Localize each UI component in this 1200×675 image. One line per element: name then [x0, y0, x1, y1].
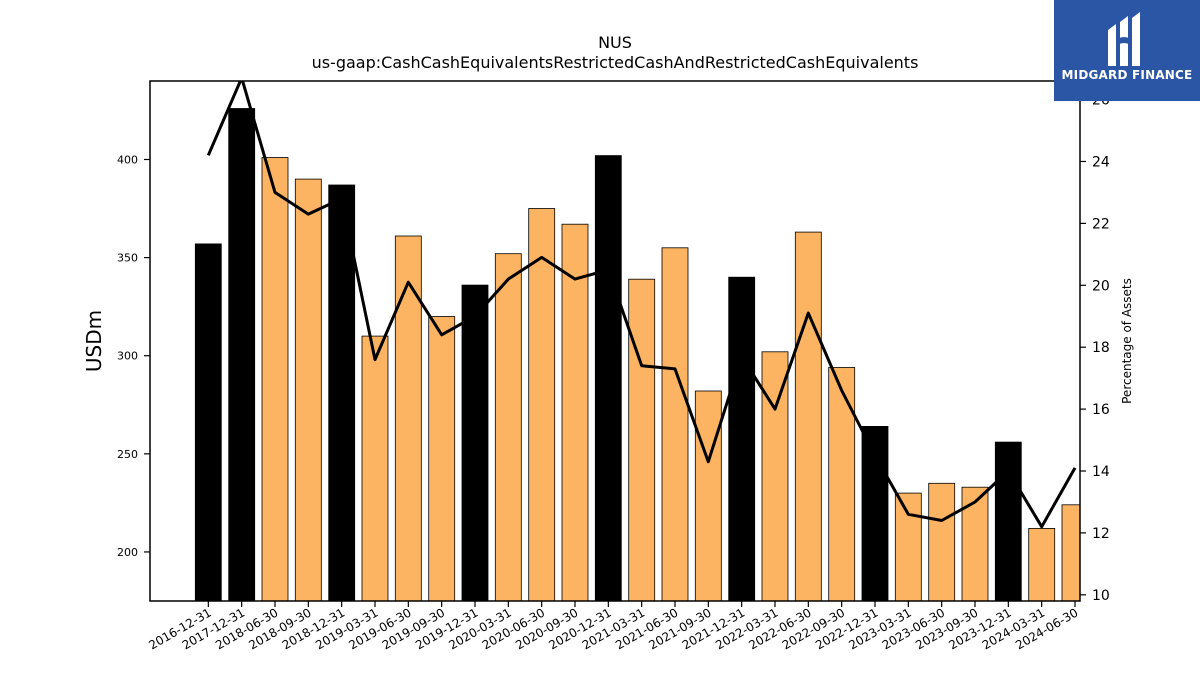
bar-2022-06-30: [794, 231, 822, 601]
bar-2019-12-31: [461, 284, 489, 601]
bar-2023-06-30: [928, 482, 956, 601]
midgard-finance-logo: MIDGARD FINANCE: [1054, 0, 1200, 101]
logo-text: MIDGARD FINANCE: [1061, 68, 1193, 82]
y2-tick-label: 18: [1092, 340, 1110, 356]
bar-2020-06-30: [528, 208, 556, 601]
bar-2021-09-30: [694, 390, 722, 601]
plot-frame: [149, 80, 1081, 602]
y-axis-label: USDm: [82, 310, 106, 372]
bar-2023-09-30: [961, 486, 989, 601]
y-tick-label: 250: [117, 448, 138, 461]
y2-axis-label: Percentage of Assets: [1120, 278, 1134, 404]
bar-2018-12-31: [328, 184, 356, 601]
logo-mark-icon: [1108, 12, 1140, 66]
bar-2023-03-31: [894, 492, 922, 601]
bar-2017-12-31: [228, 108, 256, 601]
y2-tick-label: 16: [1092, 402, 1110, 418]
y2-tick-label: 10: [1092, 588, 1110, 604]
chart-subtitle: us-gaap:CashCashEquivalentsRestrictedCas…: [312, 53, 919, 72]
bar-2022-09-30: [828, 367, 856, 601]
bar-2023-12-31: [994, 441, 1022, 601]
bar-2022-03-31: [761, 351, 789, 601]
bar-2019-06-30: [394, 235, 422, 601]
y2-tick-label: 12: [1092, 526, 1110, 542]
y2-tick-label: 14: [1092, 464, 1110, 480]
y-tick-label: 400: [117, 153, 138, 166]
y2-tick-label: 20: [1092, 278, 1110, 294]
percentage-line-series: [206, 81, 1077, 529]
bar-2018-09-30: [294, 178, 322, 601]
bar-2021-12-31: [728, 276, 756, 601]
bar-series: [194, 108, 1080, 601]
y-tick-label: 300: [117, 350, 138, 363]
axes: [149, 80, 1081, 602]
bar-2024-06-30: [1061, 504, 1080, 601]
y2-tick-label: 24: [1092, 154, 1110, 170]
bar-2018-06-30: [261, 157, 289, 601]
percentage-line: [206, 81, 1077, 529]
chart-title: NUS: [598, 33, 632, 52]
bar-2020-03-31: [494, 253, 522, 601]
y-tick-label: 350: [117, 252, 138, 265]
bar-2019-03-31: [361, 335, 389, 601]
bar-2021-03-31: [628, 278, 656, 601]
bar-2024-03-31: [1028, 528, 1056, 601]
y2-tick-label: 22: [1092, 216, 1110, 232]
y-tick-label: 200: [117, 546, 138, 559]
bar-2021-06-30: [661, 247, 689, 601]
bar-2019-09-30: [428, 316, 456, 601]
bar-2016-12-31: [194, 243, 222, 601]
bar-2020-09-30: [561, 223, 589, 601]
bar-2020-12-31: [594, 155, 622, 601]
